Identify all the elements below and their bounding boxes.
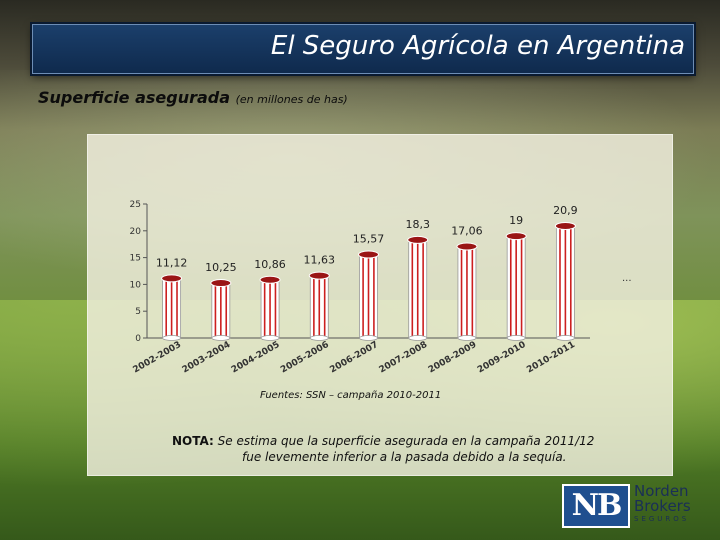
logo-monogram: NB — [562, 484, 630, 528]
bar-base — [309, 335, 329, 341]
bar-base — [457, 335, 477, 341]
source-note: Fuentes: SSN – campaña 2010-2011 — [260, 390, 442, 401]
x-tick-label: 2004-2005 — [230, 340, 282, 376]
x-tick-label: 2006-2007 — [328, 340, 380, 376]
bar-cap — [210, 279, 232, 288]
y-tick-label: 15 — [130, 254, 141, 264]
bar-cap — [554, 221, 576, 230]
bar-cap — [308, 271, 330, 280]
logo-word-1: Norden — [634, 482, 689, 500]
chart-panel — [87, 134, 673, 476]
x-tick-label: 2008-2009 — [427, 340, 479, 376]
note-line-1: Se estima que la superficie asegurada en… — [217, 434, 595, 448]
y-tick-label: 0 — [135, 334, 141, 344]
data-label: 18,3 — [405, 218, 430, 231]
bar-base — [506, 335, 526, 341]
y-tick-label: 20 — [130, 227, 142, 237]
bar-base — [555, 335, 575, 341]
x-tick-label: 2005-2006 — [279, 340, 331, 376]
note-line-2: fue levemente inferior a la pasada debid… — [242, 450, 567, 464]
logo-word-2: Brokers — [634, 497, 691, 515]
bar-cap — [456, 242, 478, 251]
chart-ellipsis-mark: ... — [622, 273, 632, 284]
data-label: 19 — [509, 214, 523, 227]
y-tick-label: 5 — [135, 307, 141, 317]
data-label: 10,25 — [205, 261, 237, 274]
bar-base — [162, 335, 182, 341]
bar-base — [408, 335, 428, 341]
title-bar: El Seguro Agrícola en Argentina — [32, 24, 694, 74]
bar-cap — [358, 250, 379, 259]
norden-brokers-logo: NB Norden Brokers SEGUROS — [562, 482, 710, 528]
logo-word-3: SEGUROS — [634, 515, 690, 523]
note-label: NOTA: — [172, 434, 214, 448]
x-tick-label: 2003-2004 — [181, 340, 233, 376]
x-tick-label: 2010-2011 — [525, 340, 577, 376]
data-label: 10,86 — [254, 258, 286, 271]
subtitle-units: (en millones de has) — [235, 93, 348, 106]
x-tick-label: 2009-2010 — [476, 340, 528, 376]
data-label: 11,63 — [304, 254, 336, 267]
y-tick-label: 10 — [130, 280, 142, 290]
bar-cap — [505, 232, 527, 241]
x-tick-label: 2002-2003 — [131, 340, 183, 376]
chart-subtitle: Superficie asegurada (en millones de has… — [38, 88, 348, 107]
bar-cap — [259, 275, 281, 284]
slide-title: El Seguro Agrícola en Argentina — [270, 31, 685, 61]
bar-base — [211, 335, 231, 341]
x-tick-label: 2007-2008 — [378, 340, 430, 376]
bar-cap — [407, 235, 429, 244]
subtitle-main: Superficie asegurada — [38, 88, 231, 107]
data-label: 11,12 — [156, 256, 188, 269]
data-label: 17,06 — [451, 225, 483, 238]
data-label: 15,57 — [353, 233, 385, 246]
bar-base — [359, 335, 378, 341]
data-label: 20,9 — [553, 204, 578, 217]
bar-base — [260, 335, 280, 341]
y-tick-label: 25 — [130, 200, 141, 210]
bar-cap — [161, 274, 183, 283]
note-block: NOTA: Se estima que la superficie asegur… — [172, 433, 612, 465]
